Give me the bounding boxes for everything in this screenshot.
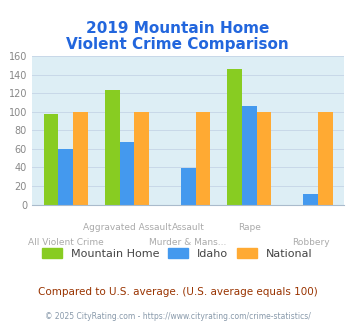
Text: Aggravated Assault: Aggravated Assault (83, 223, 171, 232)
Bar (196, 112, 210, 205)
Text: Compared to U.S. average. (U.S. average equals 100): Compared to U.S. average. (U.S. average … (38, 287, 317, 297)
Bar (318, 112, 333, 205)
Bar (227, 69, 242, 205)
Bar (73, 112, 88, 205)
Text: All Violent Crime: All Violent Crime (28, 238, 104, 247)
Text: Violent Crime Comparison: Violent Crime Comparison (66, 37, 289, 52)
Text: © 2025 CityRating.com - https://www.cityrating.com/crime-statistics/: © 2025 CityRating.com - https://www.city… (45, 312, 310, 321)
Bar (134, 112, 149, 205)
Text: Assault: Assault (172, 223, 204, 232)
Bar (105, 89, 120, 205)
Bar (44, 114, 58, 205)
Bar (120, 143, 134, 205)
Text: 2019 Mountain Home: 2019 Mountain Home (86, 20, 269, 36)
Bar (242, 106, 257, 205)
Text: Murder & Mans...: Murder & Mans... (149, 238, 227, 247)
Legend: Mountain Home, Idaho, National: Mountain Home, Idaho, National (38, 244, 317, 263)
Bar (58, 149, 73, 205)
Text: Robbery: Robbery (292, 238, 329, 247)
Bar (181, 168, 196, 205)
Bar (257, 112, 272, 205)
Text: Rape: Rape (238, 223, 261, 232)
Bar (303, 194, 318, 205)
